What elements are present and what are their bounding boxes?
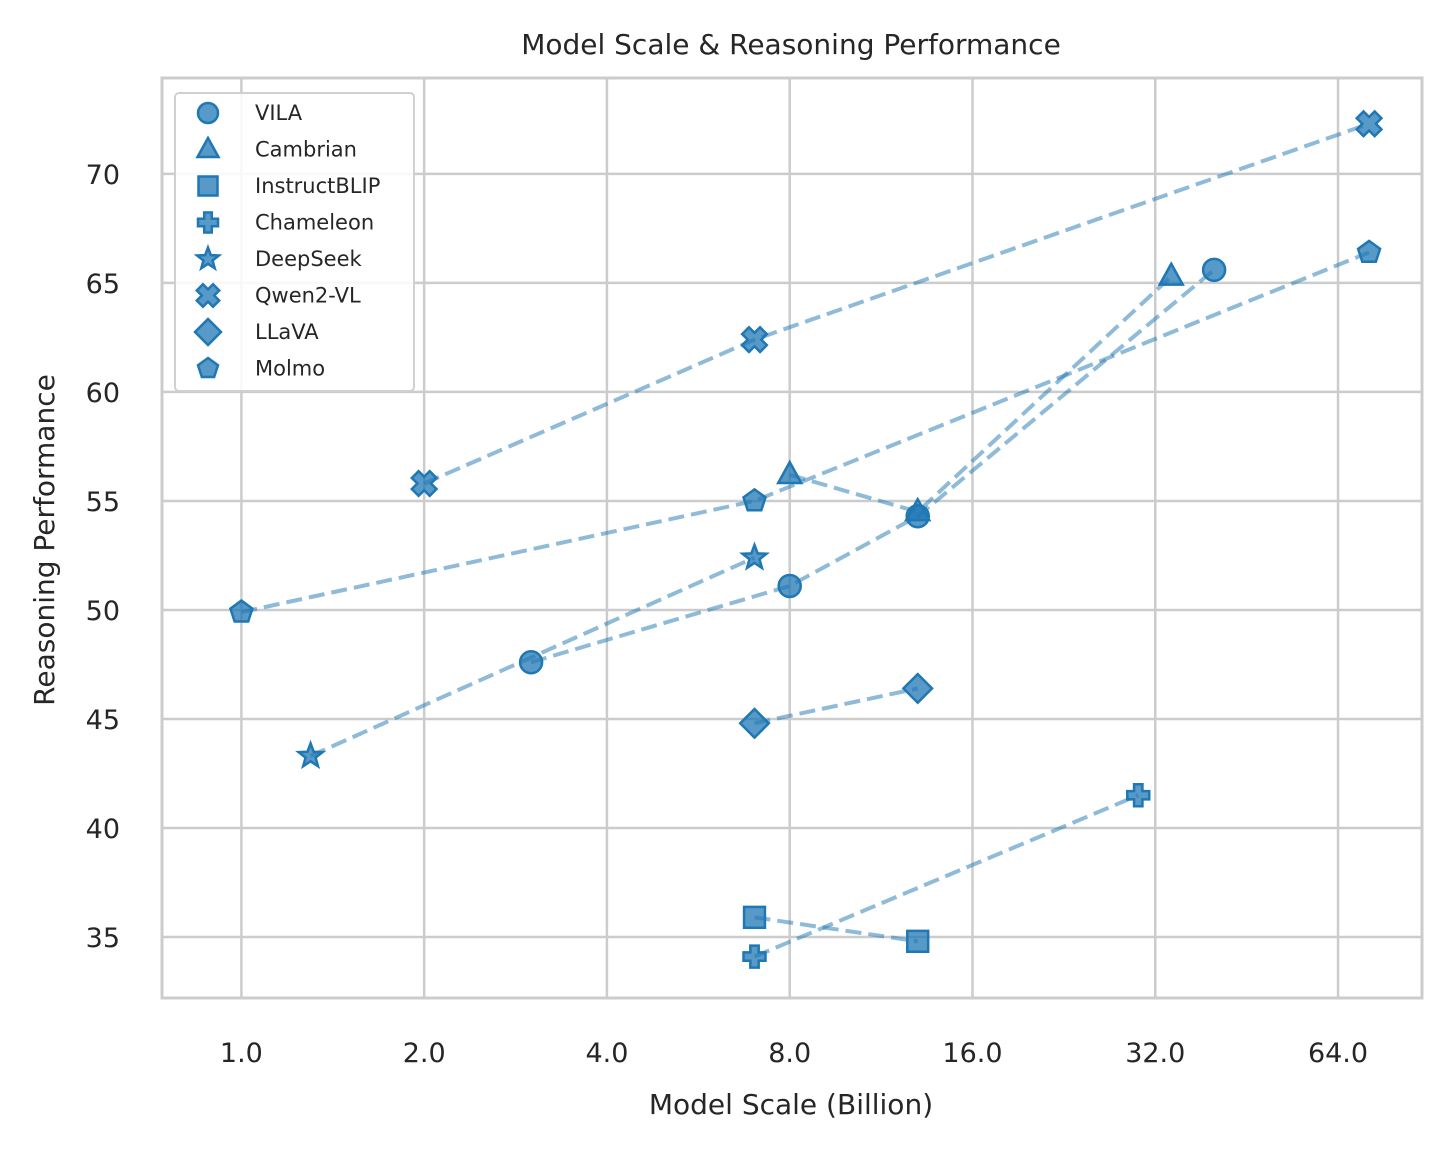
y-tick-label: 35 bbox=[86, 923, 120, 954]
data-point-llava bbox=[738, 707, 771, 740]
legend-item-instructblip: InstructBLIP bbox=[197, 174, 380, 198]
y-tick-label: 60 bbox=[86, 378, 120, 409]
legend: VILA Cambrian InstructBLIP Chameleon DeepSee… bbox=[174, 92, 415, 392]
legend-item-molmo: Molmo bbox=[196, 356, 325, 381]
legend-box bbox=[174, 92, 415, 392]
x-tick-label: 4.0 bbox=[585, 1038, 628, 1069]
series-line-chameleon bbox=[753, 793, 1140, 959]
x-axis-label: Model Scale (Billion) bbox=[649, 1088, 933, 1121]
data-point-cambrian bbox=[1157, 261, 1185, 286]
data-point-cambrian bbox=[776, 459, 804, 485]
data-point-chameleon bbox=[1125, 783, 1151, 808]
y-axis-label: Reasoning Performance bbox=[28, 374, 61, 706]
y-tick-label: 50 bbox=[86, 596, 120, 627]
data-point-llava bbox=[901, 672, 934, 705]
grid bbox=[162, 78, 1422, 998]
legend-label-deepseek: DeepSeek bbox=[255, 247, 363, 271]
y-tick-label: 40 bbox=[86, 814, 120, 845]
series-llava bbox=[738, 672, 934, 740]
legend-item-chameleon: Chameleon bbox=[196, 211, 374, 235]
legend-marker-cambrian bbox=[195, 135, 221, 159]
legend-marker-llava bbox=[193, 317, 223, 347]
x-tick-label: 64.0 bbox=[1308, 1038, 1368, 1069]
series-line-cambrian bbox=[789, 274, 1173, 515]
series-deepseek bbox=[295, 541, 770, 770]
legend-label-instructblip: InstructBLIP bbox=[255, 174, 380, 198]
legend-item-qwen2-vl: Qwen2-VL bbox=[195, 282, 361, 309]
series-line-llava bbox=[754, 686, 919, 726]
legend-marker-chameleon bbox=[196, 211, 220, 234]
x-tick-label: 32.0 bbox=[1125, 1038, 1185, 1069]
y-tick-label: 65 bbox=[86, 269, 120, 300]
x-tick-labels: 1.0 2.0 4.0 8.0 16.0 32.0 64.0 bbox=[220, 1038, 1368, 1069]
legend-marker-qwen2-vl bbox=[195, 282, 221, 309]
legend-marker-vila bbox=[196, 101, 220, 125]
series-instructblip bbox=[742, 905, 930, 954]
legend-marker-deepseek bbox=[193, 243, 223, 272]
data-point-deepseek bbox=[295, 739, 327, 770]
data-point-vila bbox=[777, 573, 802, 599]
plot-frame bbox=[160, 76, 1424, 1000]
data-point-instructblip bbox=[906, 929, 930, 954]
series-line-molmo bbox=[240, 250, 1370, 615]
x-tick-label: 8.0 bbox=[768, 1038, 811, 1069]
series-cambrian bbox=[776, 261, 1185, 522]
legend-item-llava: LLaVA bbox=[193, 317, 319, 347]
series-molmo bbox=[228, 239, 1382, 623]
y-tick-labels: 35 40 45 50 55 60 65 70 bbox=[86, 160, 120, 954]
legend-marker-molmo bbox=[196, 356, 220, 379]
legend-label-chameleon: Chameleon bbox=[255, 211, 374, 235]
legend-label-qwen2-vl: Qwen2-VL bbox=[255, 284, 361, 308]
legend-marker-instructblip bbox=[197, 175, 219, 197]
legend-label-cambrian: Cambrian bbox=[255, 138, 357, 162]
y-tick-label: 55 bbox=[86, 487, 120, 518]
data-point-molmo bbox=[742, 487, 767, 512]
data-point-molmo bbox=[228, 599, 254, 623]
legend-item-cambrian: Cambrian bbox=[195, 135, 357, 162]
legend-label-vila: VILA bbox=[255, 101, 303, 125]
series-line-instructblip bbox=[754, 915, 919, 944]
legend-label-llava: LLaVA bbox=[255, 320, 319, 344]
data-point-vila bbox=[518, 650, 544, 675]
data-point-qwen2-vl bbox=[1354, 109, 1384, 138]
series-line-vila bbox=[530, 268, 1216, 665]
data-point-molmo bbox=[1356, 239, 1382, 264]
y-tick-label: 70 bbox=[86, 160, 120, 191]
x-tick-label: 1.0 bbox=[220, 1038, 263, 1069]
chart-title: Model Scale & Reasoning Performance bbox=[521, 28, 1061, 61]
series-qwen2-vl bbox=[410, 109, 1384, 498]
series-line-deepseek bbox=[309, 555, 756, 758]
legend-item-deepseek: DeepSeek bbox=[193, 243, 363, 272]
y-tick-label: 45 bbox=[86, 705, 120, 736]
legend-item-vila: VILA bbox=[196, 101, 303, 125]
plot-series bbox=[228, 109, 1384, 969]
x-tick-label: 16.0 bbox=[942, 1038, 1002, 1069]
series-chameleon bbox=[742, 783, 1151, 969]
data-point-deepseek bbox=[739, 541, 770, 571]
data-point-chameleon bbox=[742, 944, 767, 969]
data-point-qwen2-vl bbox=[410, 469, 439, 498]
data-point-instructblip bbox=[742, 905, 767, 930]
x-tick-label: 2.0 bbox=[403, 1038, 446, 1069]
series-line-qwen2-vl bbox=[423, 121, 1370, 486]
data-point-vila bbox=[1201, 257, 1227, 283]
data-point-cambrian bbox=[904, 496, 932, 522]
legend-label-molmo: Molmo bbox=[255, 357, 325, 381]
data-point-qwen2-vl bbox=[740, 325, 769, 354]
